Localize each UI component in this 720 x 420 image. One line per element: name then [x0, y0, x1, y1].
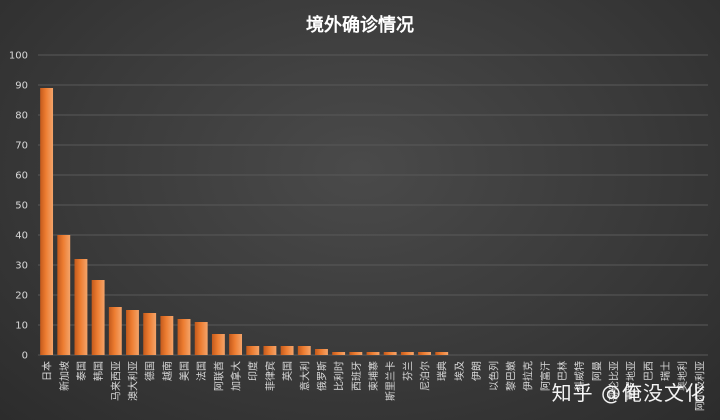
- bars: [40, 88, 449, 355]
- x-category-label: 菲律宾: [264, 361, 277, 391]
- x-category-label: 阿尔及利亚: [693, 361, 706, 411]
- y-tick-label: 40: [15, 231, 28, 242]
- x-category-label: 以色列: [487, 361, 500, 391]
- x-category-label: 新加坡: [58, 361, 71, 391]
- bar: [40, 88, 54, 355]
- x-category-label: 瑞士: [659, 361, 672, 381]
- x-category-label: 克罗地亚: [625, 361, 638, 401]
- x-category-label: 加拿大: [230, 361, 243, 391]
- bar: [194, 322, 208, 355]
- x-category-label: 黎巴嫩: [504, 361, 517, 391]
- x-category-label: 阿富汗: [539, 361, 552, 391]
- y-tick-label: 0: [22, 351, 28, 362]
- bar: [418, 352, 431, 355]
- y-tick-label: 100: [9, 51, 28, 62]
- x-category-label: 马来西亚: [110, 361, 122, 401]
- x-category-label: 柬埔寨: [367, 361, 380, 391]
- bar: [74, 259, 88, 355]
- bar: [280, 346, 294, 355]
- x-category-label: 意大利: [298, 361, 311, 391]
- bar: [400, 352, 414, 355]
- x-category-label: 埃及: [453, 361, 466, 381]
- x-category-label: 阿联酋: [212, 361, 225, 391]
- x-category-label: 印度: [247, 361, 260, 381]
- x-category-label: 美国: [178, 361, 191, 381]
- x-category-label: 韩国: [92, 361, 105, 381]
- x-category-label: 日本: [41, 361, 54, 381]
- x-category-label: 瑞典: [436, 361, 449, 381]
- bar: [366, 352, 380, 355]
- x-category-label: 芬兰: [401, 361, 414, 381]
- y-tick-label: 70: [15, 141, 28, 152]
- bar: [229, 334, 243, 355]
- watermark-text: 知乎 @俺没文化: [551, 381, 706, 405]
- x-category-label: 哥伦比亚: [608, 361, 621, 401]
- bar: [108, 307, 122, 355]
- bar: [57, 235, 71, 355]
- x-category-label: 奥地利: [676, 361, 689, 391]
- x-category-label: 德国: [144, 361, 157, 381]
- bar: [177, 319, 191, 355]
- x-category-label: 伊朗: [471, 361, 483, 381]
- bar: [91, 280, 105, 355]
- x-category-label: 英国: [281, 361, 294, 381]
- x-category-label: 越南: [161, 361, 174, 381]
- x-category-label: 巴林: [556, 361, 569, 381]
- x-category-label: 巴西: [643, 361, 655, 381]
- x-category-label: 比利时: [334, 361, 346, 391]
- bar: [383, 352, 397, 355]
- y-tick-label: 10: [15, 321, 28, 332]
- y-axis-ticks: 0 10 20 30 40 50 60 70 80 90 100: [9, 51, 28, 362]
- bar: [349, 352, 363, 355]
- bar: [435, 352, 449, 355]
- bar: [297, 346, 311, 355]
- x-category-label: 西班牙: [351, 361, 363, 391]
- bar: [315, 349, 328, 355]
- y-tick-label: 80: [15, 111, 28, 122]
- x-category-label: 法国: [195, 361, 208, 381]
- x-category-label: 科威特: [573, 361, 586, 391]
- y-tick-label: 60: [15, 171, 28, 182]
- x-axis-labels: 日本 新加坡 泰国 韩国 马来西亚 澳大利亚 德国 越南 美国 法国 阿联酋 加拿大 印度 菲律宾 英国 意大…: [41, 361, 707, 411]
- y-tick-label: 90: [15, 81, 28, 92]
- y-tick-label: 50: [15, 201, 28, 212]
- bar: [263, 346, 277, 355]
- chart-title: 境外确诊情况: [306, 14, 414, 36]
- bar: [332, 352, 346, 355]
- bar: [143, 313, 157, 355]
- x-category-label: 泰国: [75, 361, 88, 381]
- x-category-label: 伊拉克: [522, 361, 535, 391]
- x-category-label: 尼泊尔: [419, 361, 432, 391]
- x-category-label: 俄罗斯: [315, 361, 328, 391]
- bar: [160, 316, 174, 355]
- x-category-label: 阿曼: [591, 361, 603, 381]
- y-tick-label: 30: [15, 261, 28, 272]
- x-category-label: 斯里兰卡: [384, 361, 397, 401]
- bar: [246, 346, 260, 355]
- bar: [126, 310, 139, 355]
- bar: [211, 334, 225, 355]
- x-category-label: 澳大利亚: [126, 361, 139, 401]
- y-tick-label: 20: [15, 291, 28, 302]
